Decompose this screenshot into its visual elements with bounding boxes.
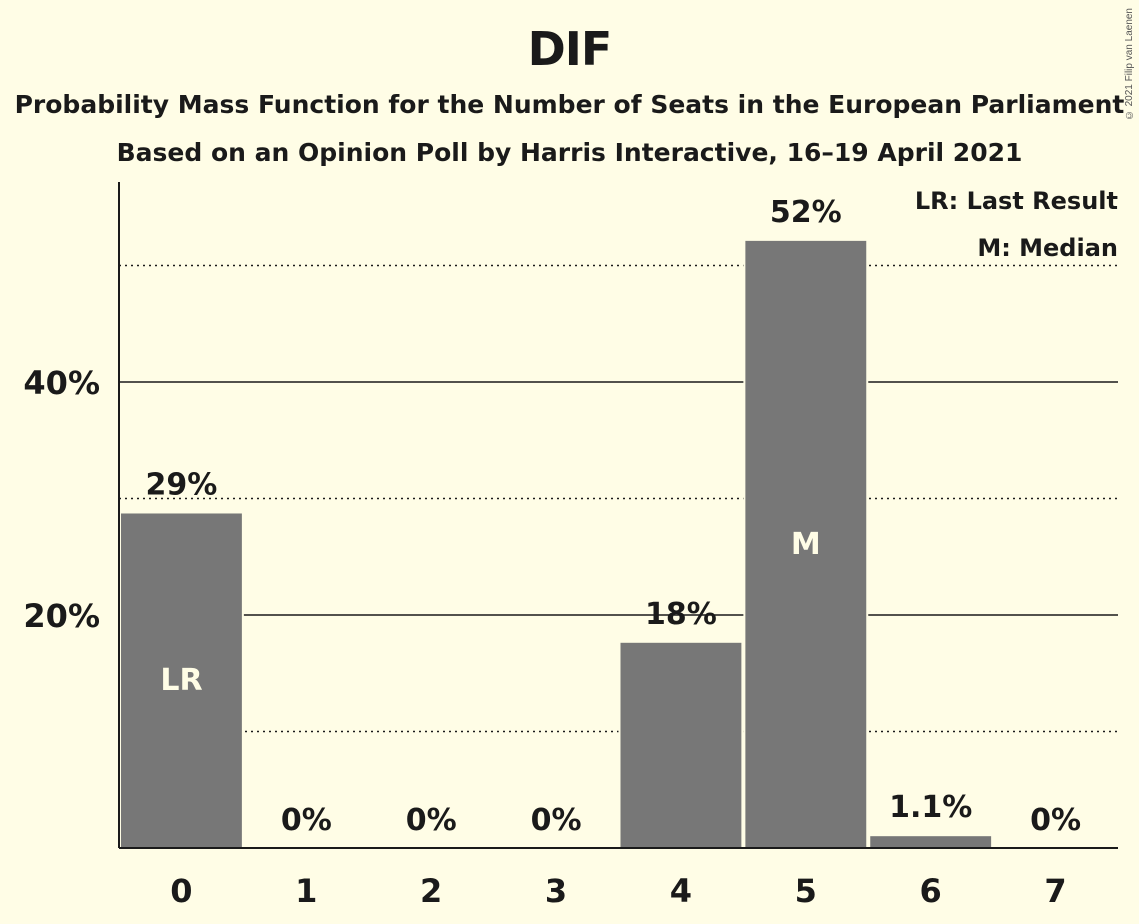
data-label-3: 0%: [531, 803, 582, 838]
data-labels: 29% 0% 0% 0% 18% 52% 1.1% 0% LR M: [146, 195, 1082, 838]
x-tick-5: 5: [795, 872, 817, 910]
x-tick-7: 7: [1044, 872, 1066, 910]
bar-annotation-lr: LR: [160, 663, 202, 698]
data-label-6: 1.1%: [889, 790, 972, 825]
x-tick-1: 1: [295, 872, 317, 910]
bar-annotation-m: M: [791, 527, 821, 562]
chart-title: DIF: [527, 22, 613, 76]
x-tick-0: 0: [170, 872, 192, 910]
bar-0: [119, 511, 244, 849]
y-tick-20: 20%: [23, 597, 100, 635]
legend: LR: Last Result M: Median: [915, 187, 1118, 262]
y-tick-40: 40%: [23, 364, 100, 402]
data-label-1: 0%: [281, 803, 332, 838]
data-label-4: 18%: [645, 597, 717, 632]
data-label-0: 29%: [146, 467, 218, 502]
data-label-2: 0%: [406, 803, 457, 838]
x-tick-6: 6: [920, 872, 942, 910]
legend-entry-0: LR: Last Result: [915, 187, 1118, 215]
bar-5: [743, 238, 869, 849]
bar-6: [868, 834, 994, 849]
x-tick-4: 4: [670, 872, 692, 910]
x-tick-3: 3: [545, 872, 567, 910]
axes: 0 1 2 3 4 5 6 7 20% 40%: [23, 182, 1118, 910]
legend-entry-1: M: Median: [977, 234, 1118, 262]
bar-4: [618, 640, 744, 849]
chart-subtitle-source: Based on an Opinion Poll by Harris Inter…: [116, 138, 1023, 167]
data-label-5: 52%: [770, 195, 842, 230]
chart-subtitle: Probability Mass Function for the Number…: [14, 90, 1125, 119]
bars: [119, 238, 994, 849]
data-label-7: 0%: [1030, 803, 1081, 838]
x-tick-2: 2: [420, 872, 442, 910]
